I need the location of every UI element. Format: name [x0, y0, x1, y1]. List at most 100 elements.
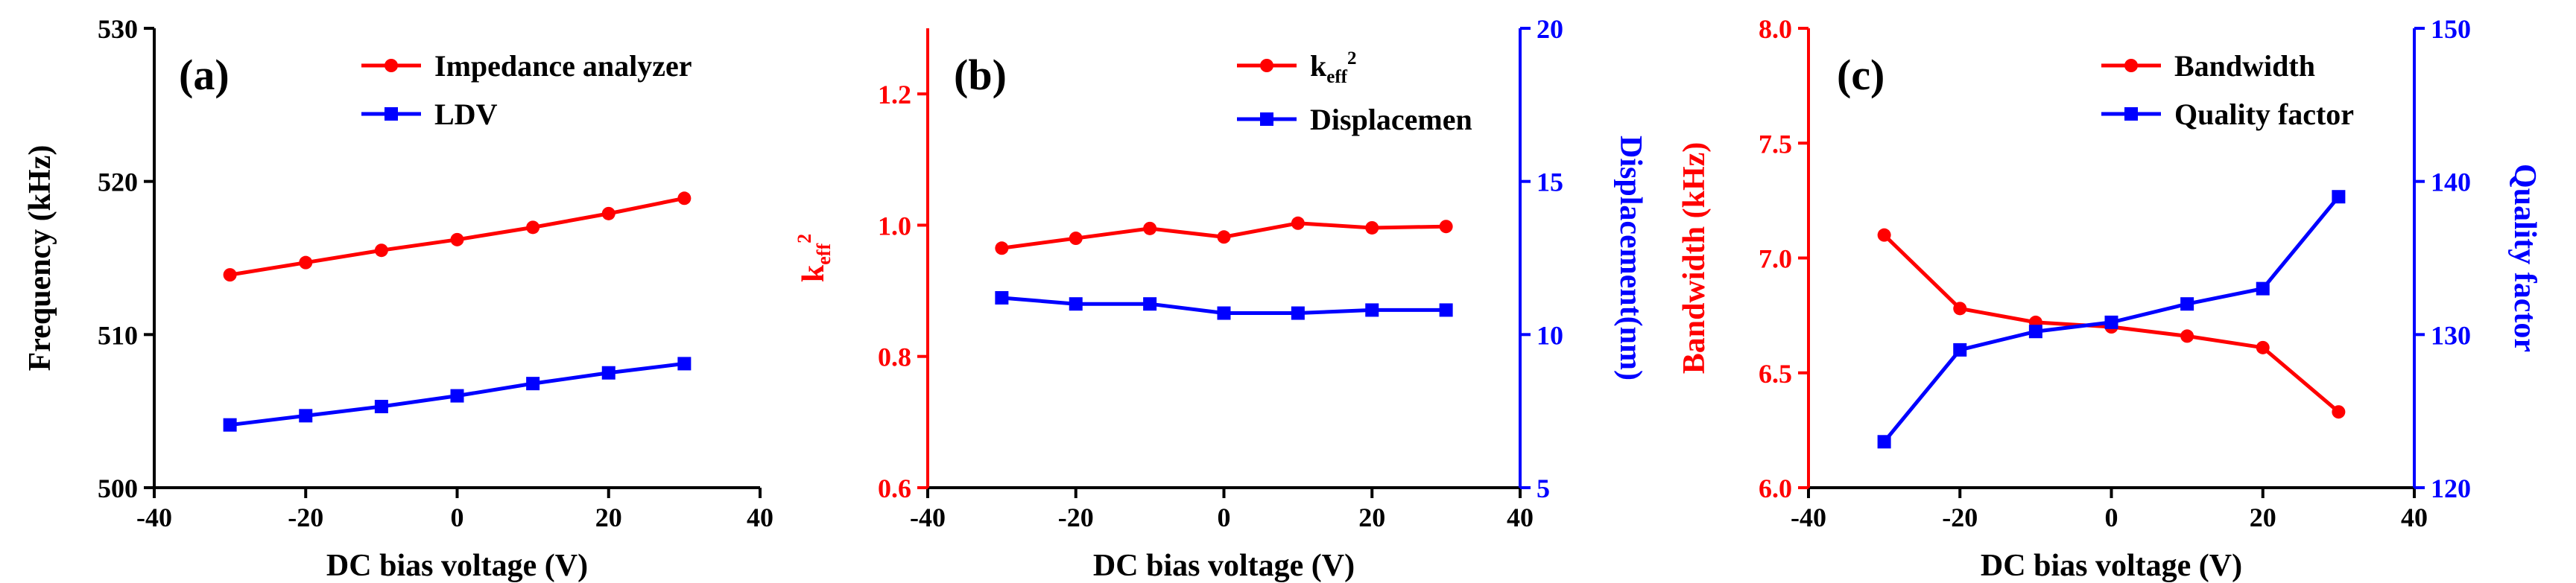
data-point — [223, 418, 237, 432]
y2-tick-label: 130 — [2431, 320, 2471, 350]
legend-marker — [2124, 107, 2138, 121]
y2-tick-label: 5 — [1537, 474, 1550, 503]
data-point — [374, 243, 388, 258]
data-point — [677, 191, 692, 206]
y-tick-label: 500 — [98, 474, 138, 503]
y-axis-title: keff2 — [794, 234, 835, 282]
data-point — [299, 409, 313, 423]
data-point — [1877, 435, 1891, 449]
panel-label: (b) — [954, 51, 1007, 99]
y2-tick-label: 15 — [1537, 168, 1563, 197]
x-tick-label: -20 — [288, 503, 323, 532]
data-point — [1143, 297, 1157, 311]
data-point — [374, 399, 388, 413]
data-point — [601, 366, 615, 380]
y2-tick-label: 140 — [2431, 168, 2471, 197]
y-tick-label: 530 — [98, 14, 138, 44]
legend-label: Impedance analyzer — [434, 49, 692, 83]
y2-axis-title: Displacement(nm) — [1613, 136, 1648, 380]
data-point — [1217, 306, 1231, 320]
x-tick-label: -40 — [910, 503, 946, 532]
legend-marker — [1260, 112, 1273, 126]
x-axis-title: DC bias voltage (V) — [1981, 549, 2242, 583]
x-tick-label: 0 — [1218, 503, 1231, 532]
data-point — [1143, 221, 1157, 235]
chart-panel-1: -40 -20 0 20 40 DC bias voltage (V) 500 510 520 5… — [23, 14, 773, 583]
data-point — [995, 290, 1009, 305]
x-axis-title: DC bias voltage (V) — [1093, 549, 1355, 583]
data-point — [526, 377, 540, 391]
data-point — [1291, 306, 1305, 320]
x-tick-label: -20 — [1942, 503, 1978, 532]
data-point — [2104, 315, 2118, 329]
x-tick-label: -40 — [136, 503, 172, 532]
y2-axis-title: Quality factor — [2507, 164, 2542, 352]
panel-label: (c) — [1837, 51, 1884, 99]
data-point — [2028, 325, 2042, 339]
data-point — [1439, 303, 1453, 317]
y-tick-label: 6.0 — [1759, 474, 1792, 503]
y-tick-label: 7.5 — [1759, 129, 1792, 159]
legend-label: LDV — [434, 98, 498, 131]
data-point — [450, 389, 464, 403]
data-point — [1365, 220, 1379, 235]
y-tick-label: 0.8 — [878, 343, 911, 372]
data-point — [601, 206, 615, 220]
data-point — [2256, 281, 2270, 296]
x-tick-label: 20 — [2250, 503, 2276, 532]
y-tick-label: 1.2 — [878, 80, 911, 109]
data-point — [1069, 232, 1083, 246]
x-tick-label: 40 — [2401, 503, 2428, 532]
data-point — [1953, 343, 1967, 357]
y-tick-label: 0.6 — [878, 474, 911, 503]
legend-label: keff2 — [1310, 48, 1357, 87]
data-point — [1365, 303, 1379, 317]
data-point — [2180, 297, 2194, 311]
x-axis-title: DC bias voltage (V) — [326, 549, 588, 583]
y-axis-title: Bandwidth (kHz) — [1677, 142, 1712, 375]
legend-marker — [384, 59, 398, 72]
data-point — [1217, 230, 1231, 244]
y-tick-label: 8.0 — [1759, 14, 1792, 44]
data-point — [299, 255, 313, 270]
legend-marker — [2124, 59, 2138, 72]
y2-tick-label: 120 — [2431, 474, 2471, 503]
x-tick-label: 0 — [2105, 503, 2118, 532]
data-point — [2332, 405, 2346, 419]
y-tick-label: 6.5 — [1759, 359, 1792, 389]
y-tick-label: 7.0 — [1759, 244, 1792, 274]
data-point — [2180, 329, 2194, 343]
legend-marker — [384, 107, 398, 121]
y-axis-title: Frequency (kHz) — [23, 145, 57, 372]
data-point — [2332, 190, 2346, 204]
x-tick-label: 40 — [1507, 503, 1534, 532]
x-tick-label: -20 — [1058, 503, 1094, 532]
x-tick-label: 20 — [595, 503, 622, 532]
x-tick-label: 0 — [451, 503, 464, 532]
legend-label: Quality factor — [2174, 98, 2354, 131]
data-point — [1439, 220, 1453, 234]
y2-tick-label: 20 — [1537, 14, 1563, 44]
chart-panel-3: -40 -20 0 20 40 DC bias voltage (V) 6.0 6.5 7.0 7… — [1677, 14, 2542, 583]
data-point — [1291, 216, 1305, 230]
x-tick-label: 40 — [747, 503, 773, 532]
panel-label: (a) — [179, 51, 230, 99]
legend-label: Displacemen — [1310, 103, 1472, 136]
x-tick-label: 20 — [1358, 503, 1385, 532]
data-point — [995, 241, 1009, 255]
legend-label: Bandwidth — [2174, 49, 2315, 83]
y-tick-label: 520 — [98, 168, 138, 197]
data-point — [1877, 228, 1891, 242]
data-point — [223, 268, 237, 282]
y2-tick-label: 150 — [2431, 14, 2471, 44]
y-tick-label: 1.0 — [878, 211, 911, 240]
data-point — [450, 232, 464, 246]
data-point — [2256, 340, 2270, 354]
x-tick-label: -40 — [1791, 503, 1826, 532]
chart-panel-2: -40 -20 0 20 40 DC bias voltage (V) 0.6 0.8 1.0 1… — [794, 14, 1648, 583]
data-point — [677, 357, 692, 371]
data-point — [1953, 302, 1967, 316]
y-tick-label: 510 — [98, 320, 138, 350]
y2-tick-label: 10 — [1537, 320, 1563, 350]
